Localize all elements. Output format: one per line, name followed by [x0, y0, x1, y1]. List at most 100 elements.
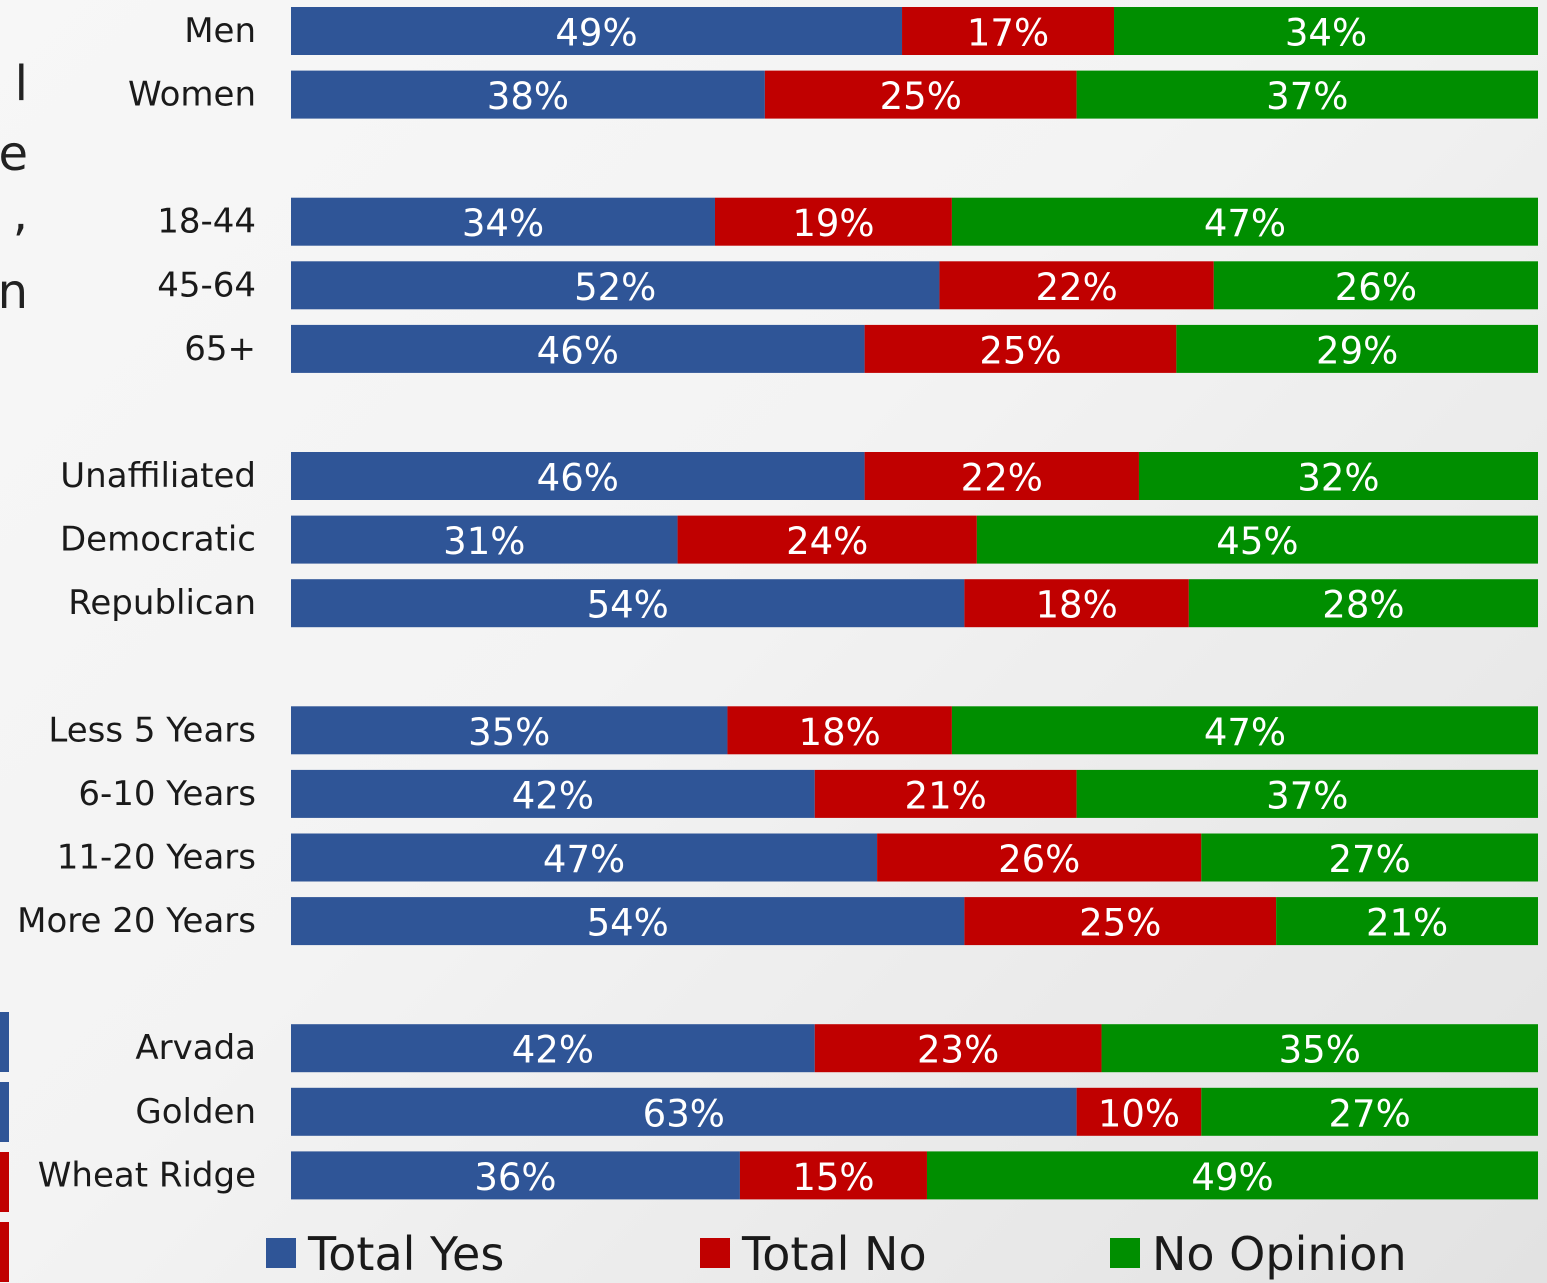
- bar-women-total-yes: [291, 70, 765, 119]
- bar-women-no-opinion: [1076, 70, 1538, 119]
- data-label-65-total-yes: 46%: [537, 329, 619, 372]
- bar-men-no-opinion: [1114, 7, 1538, 55]
- row-label-11-20-years: 11-20 Years: [57, 838, 256, 878]
- bar-18-44-total-no: [714, 197, 952, 246]
- legend-swatch-no-opinion: [1110, 1238, 1140, 1268]
- data-label-unaffiliated-total-yes: 46%: [537, 457, 619, 500]
- bar-less-5-years-no-opinion: [951, 706, 1538, 755]
- bar-women-total-no: [764, 70, 1077, 119]
- bar-republican-no-opinion: [1188, 579, 1538, 628]
- row-45-64: 45-64 52% 22% 26%: [157, 261, 1538, 310]
- bar-65-no-opinion: [1176, 324, 1538, 373]
- bar-45-64-no-opinion: [1213, 261, 1538, 310]
- legend-label-no-opinion: No Opinion: [1152, 1227, 1407, 1281]
- row-label-men: Men: [184, 11, 256, 51]
- bar-men-total-no: [902, 7, 1115, 55]
- legend-swatch-total-yes: [266, 1238, 296, 1268]
- bar-unaffiliated-total-yes: [291, 452, 865, 500]
- bar-arvada-no-opinion: [1101, 1024, 1538, 1073]
- data-label-18-44-total-yes: 34%: [462, 202, 544, 245]
- row-less-5-years: Less 5 Years 35% 18% 47%: [48, 706, 1538, 755]
- bar-45-64-total-no: [939, 261, 1214, 310]
- bar-golden-total-yes: [291, 1087, 1077, 1136]
- bar-more-20-years-total-yes: [291, 897, 965, 946]
- data-label-arvada-no-opinion: 35%: [1279, 1029, 1361, 1072]
- row-women: Women 38% 25% 37%: [128, 70, 1538, 119]
- bar-wheat-ridge-total-no: [739, 1151, 927, 1200]
- row-label-unaffiliated: Unaffiliated: [60, 456, 256, 496]
- data-label-republican-total-no: 18%: [1035, 584, 1117, 627]
- row-more-20-years: More 20 Years 54% 25% 21%: [17, 897, 1538, 946]
- data-label-11-20-years-no-opinion: 27%: [1329, 838, 1411, 881]
- chart-rows: Men 49% 17% 34% Women 38% 25% 37% 18-44 34% 19% 47%…: [17, 7, 1538, 1200]
- bar-democratic-total-no: [677, 515, 977, 564]
- data-label-less-5-years-total-yes: 35%: [468, 711, 550, 754]
- bar-golden-no-opinion: [1201, 1087, 1538, 1136]
- bar-republican-total-no: [964, 579, 1189, 628]
- bar-golden-total-no: [1076, 1087, 1202, 1136]
- legend-label-total-no: Total No: [741, 1227, 927, 1281]
- row-label-wheat-ridge: Wheat Ridge: [38, 1155, 256, 1195]
- legend-swatch-total-no: [700, 1238, 730, 1268]
- row-label-golden: Golden: [135, 1092, 256, 1132]
- row-6-10-years: 6-10 Years 42% 21% 37%: [78, 769, 1538, 818]
- bar-18-44-no-opinion: [951, 197, 1538, 246]
- row-label-democratic: Democratic: [60, 520, 256, 560]
- row-65: 65+ 46% 25% 29%: [184, 324, 1538, 373]
- data-label-democratic-no-opinion: 45%: [1216, 520, 1298, 563]
- data-label-6-10-years-total-yes: 42%: [512, 774, 594, 817]
- data-label-6-10-years-total-no: 21%: [905, 774, 987, 817]
- bar-wheat-ridge-no-opinion: [926, 1151, 1538, 1200]
- row-label-more-20-years: More 20 Years: [17, 901, 256, 941]
- row-arvada: Arvada 42% 23% 35%: [135, 1024, 1538, 1073]
- bar-arvada-total-yes: [291, 1024, 815, 1073]
- bar-arvada-total-no: [814, 1024, 1102, 1073]
- bar-45-64-total-yes: [291, 261, 940, 310]
- bar-men-total-yes: [291, 7, 903, 55]
- data-label-wheat-ridge-total-no: 15%: [792, 1156, 874, 1199]
- data-label-women-total-no: 25%: [880, 75, 962, 118]
- data-label-6-10-years-no-opinion: 37%: [1266, 774, 1348, 817]
- row-label-less-5-years: Less 5 Years: [48, 710, 256, 750]
- data-label-wheat-ridge-no-opinion: 49%: [1191, 1156, 1273, 1199]
- bar-democratic-no-opinion: [976, 515, 1538, 564]
- edge-text-1: l: [14, 56, 28, 112]
- bar-democratic-total-yes: [291, 515, 678, 564]
- edge-text-2: e: [0, 126, 28, 182]
- data-label-less-5-years-total-no: 18%: [799, 711, 881, 754]
- data-label-arvada-total-yes: 42%: [512, 1029, 594, 1072]
- row-label-republican: Republican: [68, 583, 256, 623]
- data-label-45-64-total-no: 22%: [1035, 266, 1117, 309]
- data-label-women-no-opinion: 37%: [1266, 75, 1348, 118]
- bar-unaffiliated-total-no: [864, 452, 1139, 500]
- row-label-6-10-years: 6-10 Years: [78, 774, 256, 814]
- row-label-women: Women: [128, 75, 256, 115]
- data-label-65-no-opinion: 29%: [1316, 329, 1398, 372]
- row-label-45-64: 45-64: [157, 265, 256, 305]
- bar-unaffiliated-no-opinion: [1138, 452, 1538, 500]
- legend-label-total-yes: Total Yes: [307, 1227, 504, 1281]
- row-unaffiliated: Unaffiliated 46% 22% 32%: [60, 452, 1538, 500]
- edge-swatch-4: [0, 1222, 9, 1282]
- data-label-45-64-no-opinion: 26%: [1335, 266, 1417, 309]
- row-wheat-ridge: Wheat Ridge 36% 15% 49%: [38, 1151, 1538, 1200]
- bar-wheat-ridge-total-yes: [291, 1151, 740, 1200]
- edge-swatch-2: [0, 1082, 9, 1142]
- bar-65-total-yes: [291, 324, 865, 373]
- legend-item-no-opinion: No Opinion: [1110, 1227, 1407, 1281]
- data-label-more-20-years-total-yes: 54%: [587, 902, 669, 945]
- edge-text-3: ,: [12, 186, 28, 242]
- chart-legend: Total Yes Total No No Opinion: [266, 1227, 1407, 1281]
- data-label-men-total-no: 17%: [967, 12, 1049, 55]
- data-label-unaffiliated-no-opinion: 32%: [1297, 457, 1379, 500]
- data-label-democratic-total-yes: 31%: [443, 520, 525, 563]
- edge-swatch-1: [0, 1012, 9, 1072]
- bar-less-5-years-total-yes: [291, 706, 728, 755]
- row-democratic: Democratic 31% 24% 45%: [60, 515, 1538, 564]
- row-11-20-years: 11-20 Years 47% 26% 27%: [57, 833, 1538, 882]
- bar-11-20-years-no-opinion: [1201, 833, 1538, 882]
- data-label-11-20-years-total-no: 26%: [998, 838, 1080, 881]
- data-label-golden-total-no: 10%: [1098, 1092, 1180, 1135]
- data-label-republican-no-opinion: 28%: [1322, 584, 1404, 627]
